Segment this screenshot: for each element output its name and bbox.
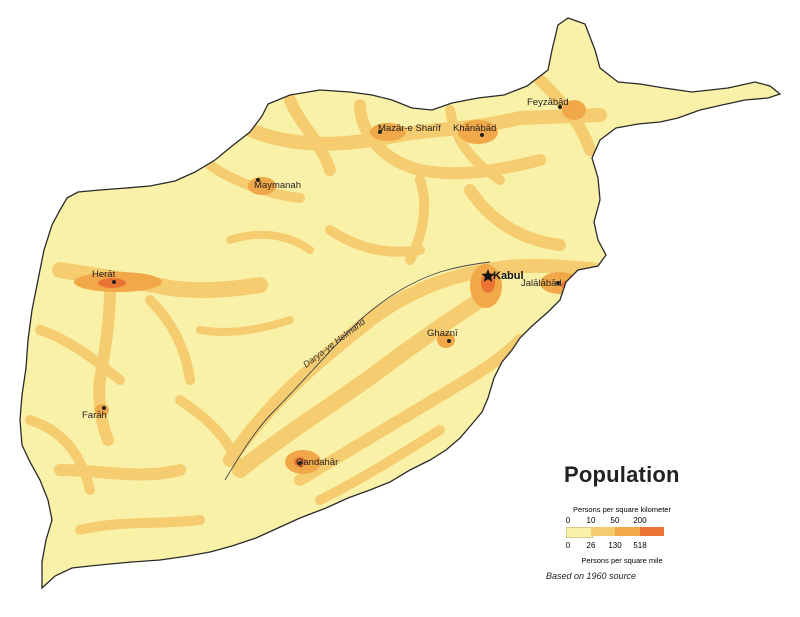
dot-icon (480, 133, 484, 137)
capital-label: Kabul (493, 270, 524, 282)
dot-icon (298, 461, 302, 465)
city-label: Maymanah (254, 180, 301, 191)
city-label: Jalālābād (521, 278, 562, 289)
population-density-fill (20, 18, 780, 588)
legend-swatch-0-10 (566, 527, 593, 538)
legend-mile-label: Persons per square mile (581, 556, 663, 565)
city-label: Farāh (82, 410, 107, 421)
dot-icon (256, 178, 260, 182)
city-markers (102, 105, 562, 465)
source-note: Based on 1960 source (546, 571, 637, 581)
legend-mile-tick: 0 (565, 541, 571, 550)
river-helmand (224, 261, 491, 481)
star-icon (481, 269, 495, 282)
legend-mile-tick: 518 (633, 541, 647, 550)
country-border (19, 17, 782, 590)
legend-swatch-200-plus (640, 527, 664, 536)
city-label: Herāt (92, 269, 116, 280)
legend-swatch-10-50 (591, 527, 615, 536)
city-labels: Feyzābād Mazār-e Sharīf Khānābād Maymana… (82, 97, 569, 468)
legend-swatch-50-200 (615, 527, 640, 536)
legend-mile-tick: 26 (586, 541, 596, 550)
dot-icon (556, 281, 560, 285)
city-label: Feyzābād (527, 97, 569, 108)
legend-km-tick: 10 (586, 516, 596, 525)
dot-icon (112, 280, 116, 284)
dot-icon (102, 406, 106, 410)
dot-icon (447, 339, 451, 343)
city-label: Khānābād (453, 123, 496, 134)
city-label: Qandahār (296, 457, 338, 468)
city-label: Ghaznī (427, 328, 458, 339)
legend-mile-tick: 130 (608, 541, 622, 550)
legend-km-label: Persons per square kilometer (573, 505, 671, 514)
legend-km-tick: 200 (633, 516, 647, 525)
legend-km-tick: 0 (565, 516, 571, 525)
legend-title: Population (564, 462, 680, 487)
legend-block: Population (552, 462, 692, 499)
city-label: Mazār-e Sharīf (378, 123, 441, 134)
dot-icon (558, 105, 562, 109)
dot-icon (378, 130, 382, 134)
legend-km-tick: 50 (610, 516, 620, 525)
density-bands-10-50 (25, 74, 607, 535)
